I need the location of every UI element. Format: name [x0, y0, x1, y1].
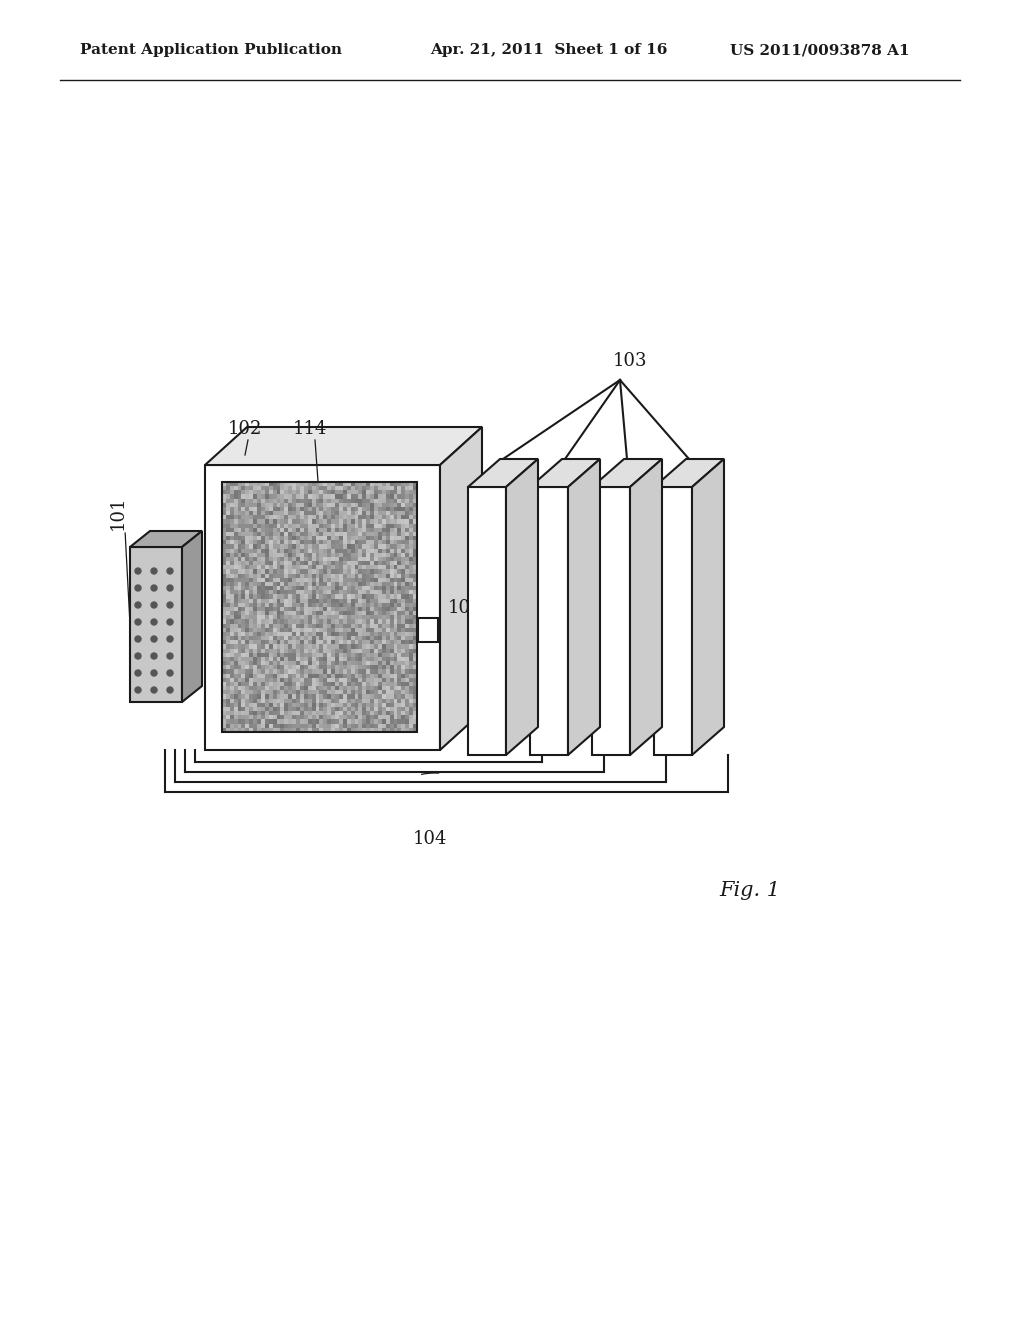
Circle shape [151, 686, 157, 693]
Text: 101: 101 [109, 495, 127, 531]
Text: Apr. 21, 2011  Sheet 1 of 16: Apr. 21, 2011 Sheet 1 of 16 [430, 44, 668, 57]
Circle shape [135, 619, 141, 624]
Polygon shape [130, 531, 202, 546]
Polygon shape [530, 459, 600, 487]
Polygon shape [630, 459, 662, 755]
Circle shape [151, 653, 157, 659]
Circle shape [167, 686, 173, 693]
Circle shape [135, 686, 141, 693]
Text: 102: 102 [227, 420, 262, 438]
Circle shape [167, 602, 173, 609]
Polygon shape [182, 531, 202, 702]
Circle shape [135, 636, 141, 642]
Polygon shape [468, 459, 538, 487]
Circle shape [167, 636, 173, 642]
Polygon shape [205, 426, 482, 465]
Circle shape [167, 568, 173, 574]
Circle shape [135, 585, 141, 591]
Polygon shape [654, 459, 724, 487]
Bar [222, 482, 417, 733]
Bar [418, 618, 438, 642]
Circle shape [151, 671, 157, 676]
Text: 104: 104 [413, 830, 447, 847]
Text: Patent Application Publication: Patent Application Publication [80, 44, 342, 57]
Circle shape [167, 653, 173, 659]
Polygon shape [654, 487, 692, 755]
Polygon shape [506, 459, 538, 755]
Text: US 2011/0093878 A1: US 2011/0093878 A1 [730, 44, 909, 57]
Polygon shape [205, 465, 440, 750]
Polygon shape [592, 487, 630, 755]
Circle shape [135, 653, 141, 659]
Text: 103: 103 [612, 352, 647, 370]
Circle shape [151, 585, 157, 591]
Circle shape [167, 671, 173, 676]
Polygon shape [692, 459, 724, 755]
Circle shape [151, 619, 157, 624]
Polygon shape [568, 459, 600, 755]
Circle shape [135, 568, 141, 574]
Text: 105: 105 [449, 599, 482, 616]
Circle shape [135, 602, 141, 609]
Text: 114: 114 [293, 420, 328, 438]
Circle shape [167, 585, 173, 591]
Circle shape [151, 602, 157, 609]
Polygon shape [468, 487, 506, 755]
Text: Fig. 1: Fig. 1 [720, 880, 780, 899]
Circle shape [167, 619, 173, 624]
Polygon shape [440, 426, 482, 750]
Polygon shape [130, 546, 182, 702]
Circle shape [151, 636, 157, 642]
Circle shape [135, 671, 141, 676]
Circle shape [151, 568, 157, 574]
Polygon shape [530, 487, 568, 755]
Polygon shape [592, 459, 662, 487]
